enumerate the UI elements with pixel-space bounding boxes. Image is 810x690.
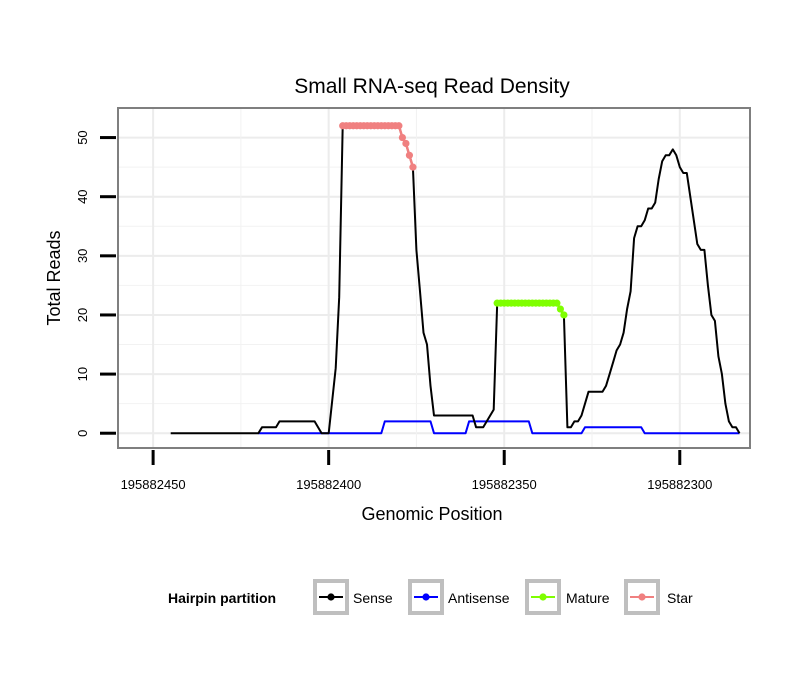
series-line-antisense	[258, 420, 740, 435]
legend-item-star: Star	[624, 579, 693, 615]
legend-key-point-sense	[327, 593, 335, 601]
point-mature-17	[553, 299, 561, 307]
legend-title: Hairpin partition	[168, 590, 276, 606]
point-mature-18	[556, 305, 565, 313]
x-axis-title: Genomic Position	[361, 504, 502, 524]
legend-item-mature: Mature	[525, 579, 610, 615]
series-layer	[170, 122, 741, 435]
y-tick-label-2: 20	[75, 308, 90, 322]
legend-label-sense: Sense	[353, 590, 393, 606]
y-tick-label-1: 10	[75, 367, 90, 381]
plot-background	[118, 108, 750, 448]
chart-title: Small RNA-seq Read Density	[294, 75, 570, 98]
x-tick-label-0: 195882450	[121, 477, 186, 492]
legend-label-antisense: Antisense	[448, 590, 510, 606]
x-tick-label-1: 195882400	[296, 477, 361, 492]
point-mature-19	[560, 311, 568, 319]
y-tick-label-3: 30	[75, 249, 90, 263]
point-star-19	[405, 151, 414, 159]
y-axis-title: Total Reads	[44, 230, 64, 325]
legend: Hairpin partition Sense Antisense Mature St…	[168, 579, 693, 615]
x-tick-label-3: 195882300	[647, 477, 712, 492]
y-tick-label-5: 50	[75, 130, 90, 144]
y-tick-label-4: 40	[75, 189, 90, 203]
point-star-18	[402, 139, 410, 148]
legend-label-mature: Mature	[566, 590, 610, 606]
legend-key-point-mature	[539, 593, 547, 601]
y-axis: 0 10 20 30 40 50	[75, 130, 116, 437]
x-tick-label-2: 195882350	[472, 477, 537, 492]
plot-border	[117, 107, 751, 449]
point-star-20	[409, 163, 417, 171]
legend-label-star: Star	[667, 590, 693, 606]
x-axis: 195882450 195882400 195882350 195882300	[121, 450, 712, 492]
plot-area	[117, 107, 751, 449]
y-tick-label-0: 0	[75, 430, 90, 437]
legend-item-sense: Sense	[313, 579, 393, 615]
legend-key-point-star	[638, 593, 646, 601]
point-star-17	[398, 133, 406, 142]
legend-key-point-antisense	[422, 593, 430, 601]
point-star-16	[395, 122, 403, 130]
legend-item-antisense: Antisense	[408, 579, 510, 615]
